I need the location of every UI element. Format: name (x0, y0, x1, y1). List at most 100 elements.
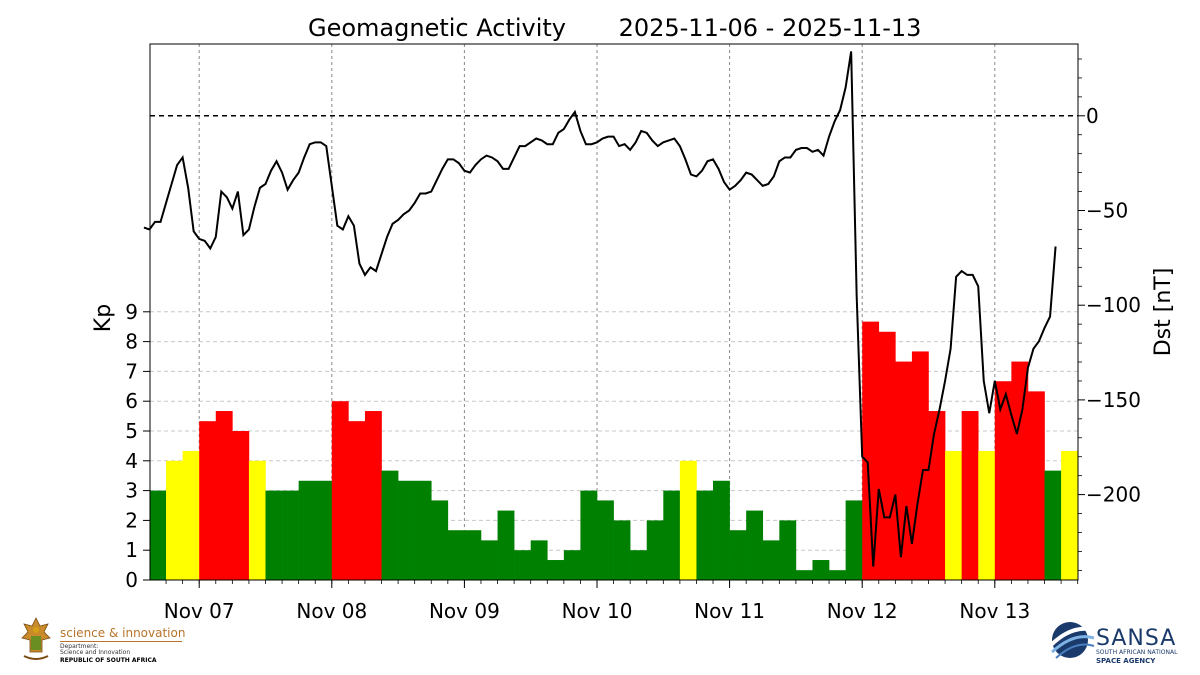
dst-axis: 0 −50 −100 −150 −200 (1078, 58, 1141, 571)
x-tick-label: Nov 12 (827, 599, 898, 623)
kp-bar (795, 570, 813, 580)
kp-bar (431, 500, 449, 580)
kp-tick-label: 8 (125, 330, 138, 354)
kp-bar (315, 480, 333, 580)
kp-bar (331, 401, 349, 580)
kp-bar (563, 550, 581, 580)
kp-bar (265, 490, 283, 580)
kp-bars (149, 321, 1078, 580)
x-tick-label: Nov 07 (164, 599, 235, 623)
kp-bar (713, 480, 730, 580)
kp-bar (663, 490, 681, 580)
kp-bar (961, 411, 979, 580)
kp-tick-label: 9 (125, 300, 138, 324)
kp-bar (398, 480, 415, 580)
dsi-logo-title: science & innovation (60, 626, 186, 640)
kp-bar (464, 530, 482, 580)
kp-bar (480, 540, 498, 580)
dst-tick-label: −200 (1086, 483, 1141, 507)
kp-bar (447, 530, 465, 580)
kp-bar (779, 520, 797, 580)
kp-bar (762, 540, 780, 580)
chart-title: Geomagnetic Activity (308, 14, 566, 42)
kp-tick-label: 4 (125, 449, 138, 473)
kp-bar (862, 321, 880, 580)
kp-bar (729, 530, 747, 580)
kp-bar (696, 490, 714, 580)
dst-tick-label: −50 (1086, 199, 1128, 223)
x-tick-label: Nov 08 (296, 599, 367, 623)
kp-bar (1027, 391, 1045, 580)
kp-tick-label: 3 (125, 479, 138, 503)
kp-bar (215, 411, 233, 580)
dst-tick-label: 0 (1086, 104, 1099, 128)
kp-bar (414, 480, 432, 580)
kp-bar (945, 450, 962, 580)
dsi-logo-country: REPUBLIC OF SOUTH AFRICA (60, 657, 157, 664)
kp-bar (530, 540, 548, 580)
kp-bar (298, 480, 316, 580)
x-tick-label: Nov 11 (694, 599, 765, 623)
chart-date-range: 2025-11-06 - 2025-11-13 (619, 14, 922, 42)
kp-bar (994, 381, 1012, 580)
kp-bar (829, 570, 846, 580)
kp-tick-label: 6 (125, 389, 138, 413)
sansa-subtitle-2: SPACE AGENCY (1096, 657, 1156, 665)
kp-bar (348, 421, 366, 580)
kp-bar (381, 470, 399, 580)
coat-of-arms-icon (21, 617, 51, 660)
dsi-logo-dept-name: Science and Innovation (60, 649, 131, 656)
kp-bar (845, 500, 863, 580)
kp-bar (547, 560, 565, 580)
kp-bar (646, 520, 664, 580)
x-axis: Nov 07 Nov 08 Nov 09 Nov 10 Nov 11 Nov 12 Nov … (164, 580, 1079, 623)
kp-bar (878, 331, 896, 580)
kp-bar (282, 490, 299, 580)
kp-bar (895, 361, 913, 580)
kp-bar (1011, 361, 1029, 580)
dsi-logo: science & innovation Department: Science… (18, 616, 218, 666)
dsi-logo-rule (60, 641, 182, 642)
kp-bar (928, 411, 946, 580)
dsi-logo-dept-line: Department: (60, 643, 99, 650)
kp-bar (679, 460, 697, 580)
kp-tick-label: 2 (125, 508, 138, 532)
kp-bar (630, 550, 648, 580)
dst-tick-label: −100 (1086, 293, 1141, 317)
kp-tick-label: 1 (125, 538, 138, 562)
kp-bar (613, 520, 631, 580)
x-tick-label: Nov 09 (429, 599, 500, 623)
kp-tick-label: 7 (125, 359, 138, 383)
kp-bar (248, 460, 266, 580)
sansa-subtitle-1: SOUTH AFRICAN NATIONAL (1096, 649, 1178, 656)
x-tick-label: Nov 13 (959, 599, 1030, 623)
kp-axis-label: Kp (91, 304, 116, 332)
kp-bar (746, 510, 764, 580)
dst-series-line (143, 51, 1057, 567)
dst-tick-label: −150 (1086, 388, 1141, 412)
kp-bar (182, 450, 200, 580)
kp-bar (597, 500, 614, 580)
kp-bar (1044, 470, 1062, 580)
sansa-name: SANSA (1096, 626, 1177, 651)
kp-bar (166, 460, 183, 580)
sansa-logo: SANSA SOUTH AFRICAN NATIONAL SPACE AGENC… (1046, 614, 1196, 670)
kp-bar (232, 431, 250, 580)
kp-axis: 0 1 2 3 4 5 6 7 8 9 (125, 300, 150, 592)
dst-axis-label: Dst [nT] (1151, 268, 1176, 357)
kp-bar (812, 560, 830, 580)
kp-tick-label: 5 (125, 419, 138, 443)
kp-bar (911, 351, 929, 580)
kp-bar (364, 411, 382, 580)
kp-bar (497, 510, 515, 580)
x-tick-label: Nov 10 (562, 599, 633, 623)
kp-bar (978, 450, 996, 580)
kp-bar (580, 490, 598, 580)
kp-bar (1061, 450, 1078, 580)
dsi-logo-dept: Department: Science and Innovation (60, 644, 130, 656)
sansa-swoosh-icon (1048, 622, 1095, 659)
kp-bar (199, 421, 217, 580)
kp-bar (514, 550, 532, 580)
kp-tick-label: 0 (125, 568, 138, 592)
